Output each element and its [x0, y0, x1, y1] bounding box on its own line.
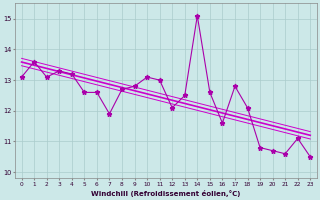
X-axis label: Windchill (Refroidissement éolien,°C): Windchill (Refroidissement éolien,°C)	[91, 190, 241, 197]
